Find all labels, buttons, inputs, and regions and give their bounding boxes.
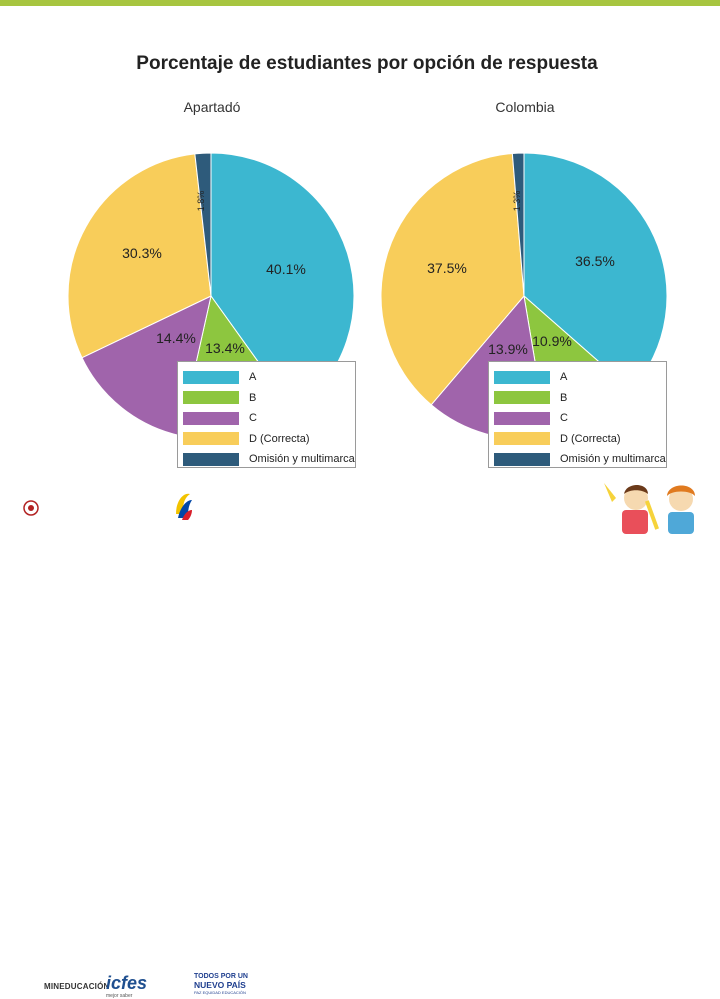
legend-swatch-b bbox=[183, 391, 239, 405]
pie-slice-d bbox=[67, 153, 212, 359]
legend-item-b: B bbox=[494, 388, 666, 409]
slice-label-b: 13.4% bbox=[205, 340, 245, 356]
pie-slice-a bbox=[523, 152, 668, 392]
footer-graphics bbox=[23, 483, 695, 534]
children-illustration-icon bbox=[604, 483, 695, 534]
logo-mineducacion-text: MINEDUCACIÓN bbox=[44, 982, 110, 991]
logo-tpnp-line2: NUEVO PAÍS bbox=[194, 980, 246, 990]
legend-item-c: C bbox=[183, 408, 355, 429]
legend-label-c: C bbox=[560, 412, 568, 425]
chart-title: Porcentaje de estudiantes por opción de … bbox=[136, 53, 598, 74]
legend-swatch-omision bbox=[494, 452, 550, 466]
legend-swatch-a bbox=[494, 370, 550, 384]
slice-label-d: 30.3% bbox=[122, 245, 162, 261]
legend-label-b: B bbox=[249, 391, 257, 404]
legend-apartado: A B C D (Correcta) Omisión y multimarca bbox=[177, 361, 356, 468]
pie-slice-omision bbox=[194, 152, 212, 297]
legend-swatch-omision bbox=[183, 452, 239, 466]
legend-item-d: D (Correcta) bbox=[494, 429, 666, 450]
legend-label-omision: Omisión y multimarca bbox=[560, 453, 666, 466]
colombia-flag-icon bbox=[176, 493, 192, 520]
legend-swatch-a bbox=[183, 370, 239, 384]
panel-title-apartado: Apartadó bbox=[183, 99, 241, 115]
legend-item-b: B bbox=[183, 388, 355, 409]
pie-slice-omision bbox=[511, 152, 525, 297]
legend-swatch-d bbox=[494, 432, 550, 446]
pie-slice-d bbox=[380, 152, 525, 406]
legend-swatch-b bbox=[494, 391, 550, 405]
legend-label-d: D (Correcta) bbox=[249, 432, 310, 445]
legend-label-c: C bbox=[249, 412, 257, 425]
legend-item-a: A bbox=[494, 367, 666, 388]
slice-label-d: 37.5% bbox=[427, 260, 467, 276]
slice-label-b: 10.9% bbox=[532, 333, 572, 349]
legend-swatch-c bbox=[183, 411, 239, 425]
legend-swatch-c bbox=[494, 411, 550, 425]
logo-tpnp-line1: TODOS POR UN bbox=[194, 973, 248, 980]
legend-label-d: D (Correcta) bbox=[560, 432, 621, 445]
slice-label-c: 13.9% bbox=[488, 341, 528, 357]
logo-icfes-text: icfes bbox=[106, 973, 148, 993]
legend-item-omision: Omisión y multimarca bbox=[494, 449, 666, 470]
slice-label-a: 36.5% bbox=[575, 253, 615, 269]
legend-item-omision: Omisión y multimarca bbox=[183, 449, 355, 470]
slice-label-c: 14.4% bbox=[156, 330, 196, 346]
logo-icfes-subtext: mejor saber bbox=[106, 993, 133, 999]
logo-tpnp-line3: PAZ EQUIDAD EDUCACIÓN bbox=[194, 990, 246, 995]
top-accent-bar bbox=[0, 0, 720, 6]
slice-label-a: 40.1% bbox=[266, 261, 306, 277]
mineducacion-seal-icon bbox=[23, 500, 39, 516]
legend-item-a: A bbox=[183, 367, 355, 388]
legend-label-a: A bbox=[560, 371, 568, 384]
legend-swatch-d bbox=[183, 432, 239, 446]
legend-label-a: A bbox=[249, 371, 257, 384]
slice-label-omision: 1.8% bbox=[196, 191, 206, 212]
legend-item-d: D (Correcta) bbox=[183, 429, 355, 450]
legend-item-c: C bbox=[494, 408, 666, 429]
slice-label-omision: 1.3% bbox=[512, 191, 522, 212]
logo-todos-por-un-nuevo-pais: TODOS POR UN NUEVO PAÍS PAZ EQUIDAD EDUC… bbox=[194, 973, 254, 997]
legend-colombia: A B C D (Correcta) Omisión y multimarca bbox=[488, 361, 667, 468]
panel-title-colombia: Colombia bbox=[495, 99, 555, 115]
legend-label-omision: Omisión y multimarca bbox=[249, 453, 355, 466]
footer-logos: MINEDUCACIÓN icfes mejor saber TODOS POR… bbox=[0, 480, 720, 999]
legend-label-b: B bbox=[560, 391, 568, 404]
